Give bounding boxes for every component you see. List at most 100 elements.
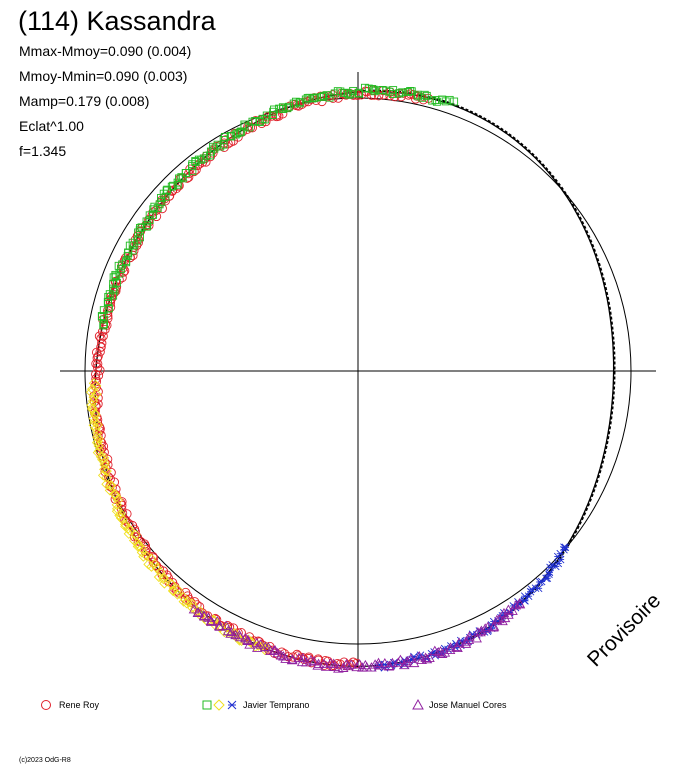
point-diamond (98, 452, 110, 463)
point-square (283, 104, 292, 113)
point-triangle (333, 663, 344, 673)
point-triangle (225, 628, 236, 638)
point-triangle (318, 658, 330, 668)
point-circle (164, 191, 175, 201)
point-diamond (86, 402, 98, 414)
point-triangle (503, 604, 514, 614)
crosshair-axes (60, 72, 656, 668)
point-triangle (212, 615, 223, 626)
point-circle (379, 90, 389, 100)
point-circle (94, 331, 105, 341)
point-square (213, 140, 222, 149)
point-diamond (88, 413, 99, 424)
point-circle (180, 587, 191, 598)
point-triangle (491, 614, 503, 625)
point-square (122, 257, 131, 266)
point-triangle (278, 651, 289, 661)
point-diamond (153, 571, 165, 583)
point-triangle (357, 662, 368, 672)
point-circle (92, 353, 102, 363)
point-triangle (252, 642, 263, 652)
point-diamond (123, 523, 134, 534)
point-diamond (177, 591, 189, 603)
point-square (157, 194, 165, 202)
point-triangle (242, 635, 253, 645)
point-square (310, 93, 319, 102)
point-diamond (168, 586, 179, 597)
point-square (110, 286, 119, 295)
point-diamond (115, 512, 127, 524)
point-diamond (178, 596, 189, 607)
point-circle (93, 351, 103, 361)
point-square (445, 95, 454, 104)
legend-markers (41, 698, 424, 711)
legend-square-marker (202, 700, 212, 710)
point-circle (120, 514, 130, 525)
point-triangle (383, 661, 395, 671)
legend-circle-marker (41, 700, 51, 710)
point-circle (95, 437, 106, 447)
point-triangle (439, 647, 451, 657)
point-circle (100, 324, 110, 335)
point-circle (148, 553, 159, 563)
point-square (115, 269, 124, 278)
point-square (450, 97, 459, 106)
point-triangle (220, 620, 232, 630)
stat-frequency: f=1.345 (19, 143, 67, 159)
point-diamond (92, 419, 103, 431)
series-jose-manuel-cores (188, 598, 526, 673)
point-square (235, 128, 244, 137)
point-diamond (246, 636, 257, 648)
point-triangle (325, 658, 336, 668)
stat-mamp: Mamp=0.179 (0.008) (19, 93, 150, 109)
point-circle (293, 651, 303, 661)
point-square (420, 90, 429, 99)
point-triangle (433, 647, 444, 657)
point-square (279, 105, 288, 114)
series-javier-temprano-blue- (374, 543, 570, 672)
point-diamond (101, 472, 112, 483)
point-diamond (97, 454, 108, 465)
point-triangle (479, 623, 491, 633)
point-square (99, 306, 108, 315)
point-square (322, 91, 331, 100)
point-square (441, 97, 450, 106)
point-triangle (213, 620, 225, 631)
legend-label-jose-manuel-cores: Jose Manuel Cores (429, 700, 507, 710)
point-circle (97, 338, 107, 348)
series-javier-temprano-green- (97, 83, 459, 330)
point-triangle (460, 636, 472, 646)
point-star (526, 587, 535, 596)
point-square (325, 93, 334, 102)
point-triangle (251, 637, 263, 648)
point-triangle (482, 621, 494, 631)
point-diamond (105, 480, 116, 491)
point-triangle (280, 653, 291, 663)
point-square (128, 246, 137, 255)
point-diamond (99, 464, 110, 475)
point-triangle (451, 641, 463, 651)
point-square (308, 94, 317, 103)
stat-mmoy-mmin: Mmoy-Mmin=0.090 (0.003) (19, 68, 188, 84)
point-diamond (88, 420, 99, 431)
point-triangle (275, 650, 287, 660)
point-diamond (92, 432, 103, 443)
legend-diamond-marker (213, 699, 225, 711)
point-triangle (188, 603, 200, 614)
point-triangle (421, 653, 433, 664)
point-diamond (172, 589, 183, 600)
point-square (270, 105, 279, 114)
point-diamond (101, 465, 112, 477)
point-diamond (95, 451, 107, 462)
point-triangle (445, 642, 456, 652)
point-square (355, 89, 364, 98)
point-circle (100, 467, 110, 477)
point-square (220, 132, 229, 141)
point-circle (374, 91, 384, 101)
point-diamond (133, 540, 145, 552)
copyright-notice: (c)2023 OdG-R8 (19, 757, 71, 764)
point-circle (93, 393, 103, 403)
legend-triangle-marker (412, 698, 424, 710)
point-diamond (91, 380, 102, 392)
point-triangle (341, 658, 352, 669)
